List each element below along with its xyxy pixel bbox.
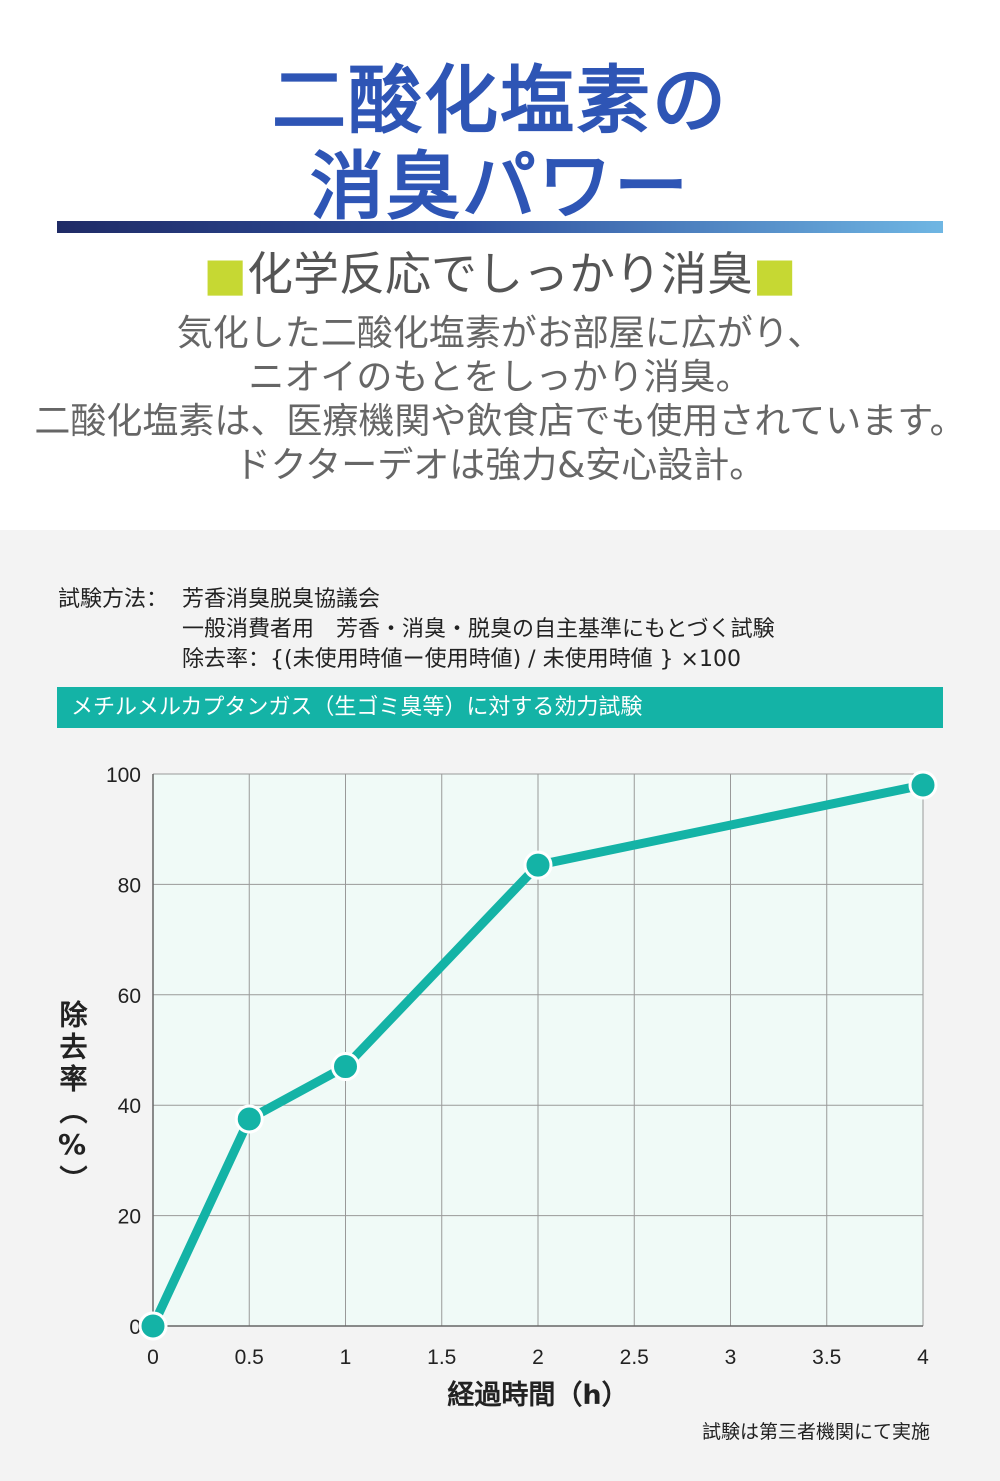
data-point: [138, 1311, 168, 1341]
x-tick-label: 3.5: [812, 1346, 841, 1369]
test-method-label: 試験方法：: [58, 587, 169, 612]
test-method-line-1: 芳香消臭脱臭協議会: [182, 587, 381, 612]
square-marker-icon-right: ■: [753, 247, 797, 301]
x-tick-label: 2: [532, 1346, 544, 1369]
y-tick-label: 40: [118, 1095, 141, 1118]
description-line: ニオイのもとをしっかり消臭。: [248, 357, 752, 398]
y-tick-label: 100: [106, 764, 141, 787]
data-point: [523, 850, 553, 880]
description-line: 二酸化塩素は、医療機関や飲食店でも使用されています。: [34, 401, 966, 442]
y-tick-label: 20: [118, 1206, 141, 1229]
y-axis-label: 除去率（%）: [56, 999, 89, 1197]
x-tick-label: 3: [725, 1346, 737, 1369]
square-marker-icon-left: ■: [203, 247, 247, 301]
title-divider: [57, 221, 943, 233]
page-title: 二酸化塩素の 消臭パワー: [0, 58, 1000, 230]
x-tick-label: 2.5: [620, 1346, 649, 1369]
x-tick-label: 1.5: [427, 1346, 456, 1369]
x-tick-label: 1: [340, 1346, 352, 1369]
subtitle: ■化学反応でしっかり消臭■: [0, 244, 1000, 304]
test-method-line-3: 除去率：{(未使用時値ー使用時値) / 未使用時値 } ×100: [182, 647, 741, 672]
chart-header: メチルメルカプタンガス（生ゴミ臭等）に対する効力試験: [57, 687, 943, 728]
description: 気化した二酸化塩素がお部屋に広がり、 ニオイのもとをしっかり消臭。 二酸化塩素は…: [0, 312, 1000, 488]
title-line-1: 二酸化塩素の: [272, 58, 728, 144]
y-tick-label: 0: [129, 1316, 141, 1339]
description-line: ドクターデオは強力&安心設計。: [234, 445, 766, 486]
y-tick-label: 60: [118, 985, 141, 1008]
grid: [152, 773, 924, 1327]
x-axis-label: 経過時間（h）: [447, 1379, 628, 1411]
x-tick-label: 4: [917, 1346, 929, 1369]
test-method: 試験方法： 芳香消臭脱臭協議会 一般消費者用 芳香・消臭・脱臭の自主基準にもとづく…: [58, 585, 775, 675]
subtitle-text: 化学反応でしっかり消臭: [247, 247, 753, 301]
test-method-line-2: 一般消費者用 芳香・消臭・脱臭の自主基準にもとづく試験: [182, 617, 775, 642]
data-point: [908, 770, 938, 800]
footnote: 試験は第三者機関にて実施: [701, 1421, 930, 1443]
x-tick-label: 0: [147, 1346, 159, 1369]
title-line-2: 消臭パワー: [310, 144, 690, 230]
data-point: [331, 1052, 360, 1082]
description-line: 気化した二酸化塩素がお部屋に広がり、: [176, 313, 824, 354]
x-tick-label: 0.5: [235, 1346, 264, 1369]
data-point: [234, 1104, 264, 1134]
y-tick-label: 80: [118, 874, 141, 897]
